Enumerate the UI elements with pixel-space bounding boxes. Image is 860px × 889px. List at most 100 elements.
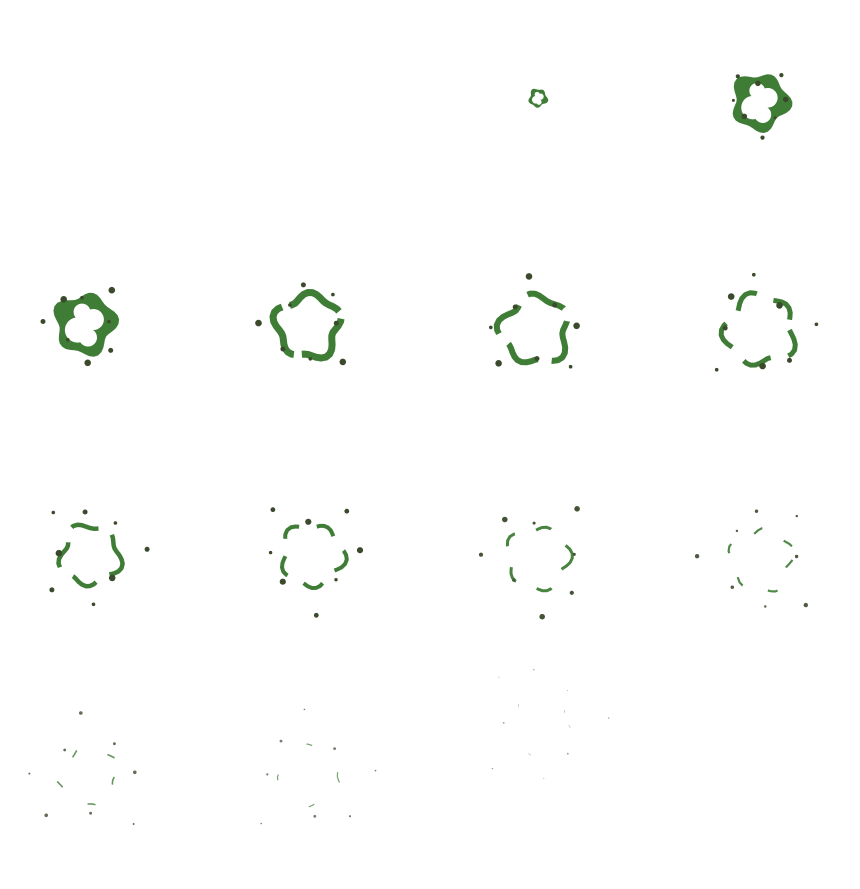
frame bbox=[528, 88, 549, 108]
debris bbox=[512, 304, 518, 310]
debris bbox=[776, 302, 783, 309]
smoke-ring bbox=[727, 526, 796, 593]
debris bbox=[754, 509, 759, 513]
debris bbox=[280, 346, 286, 352]
debris bbox=[133, 770, 137, 775]
debris bbox=[512, 578, 516, 582]
smoke-ring bbox=[52, 743, 120, 807]
debris bbox=[113, 742, 116, 746]
debris bbox=[730, 585, 734, 589]
debris bbox=[108, 574, 116, 582]
debris bbox=[573, 322, 580, 330]
smoke-hole bbox=[79, 328, 97, 347]
smoke-ring bbox=[280, 523, 349, 590]
debris bbox=[491, 767, 494, 770]
debris bbox=[108, 286, 116, 294]
debris bbox=[344, 508, 350, 514]
smoke-ring bbox=[276, 743, 343, 809]
smoke-hole bbox=[754, 106, 772, 123]
smoke-ring bbox=[506, 693, 574, 758]
debris bbox=[566, 752, 569, 755]
debris bbox=[574, 506, 580, 512]
debris bbox=[735, 529, 739, 533]
smoke-ring bbox=[505, 525, 574, 593]
debris bbox=[495, 360, 502, 367]
debris bbox=[803, 602, 808, 608]
debris bbox=[60, 296, 67, 303]
debris bbox=[569, 590, 574, 595]
debris bbox=[288, 303, 292, 307]
frame bbox=[478, 506, 580, 620]
debris bbox=[694, 554, 700, 559]
frame bbox=[491, 669, 610, 779]
debris bbox=[478, 552, 484, 557]
debris bbox=[79, 711, 83, 715]
debris bbox=[279, 739, 283, 743]
debris bbox=[534, 356, 540, 362]
debris bbox=[794, 554, 799, 559]
debris bbox=[731, 98, 735, 102]
debris bbox=[348, 815, 352, 818]
frame bbox=[255, 282, 347, 366]
debris bbox=[489, 325, 493, 330]
debris bbox=[144, 546, 150, 552]
debris bbox=[566, 690, 568, 692]
debris bbox=[502, 722, 505, 724]
frame bbox=[40, 286, 120, 367]
debris bbox=[300, 282, 306, 288]
debris bbox=[814, 322, 819, 327]
debris bbox=[755, 80, 761, 87]
debris bbox=[608, 717, 610, 719]
debris bbox=[303, 708, 306, 711]
debris bbox=[759, 362, 766, 370]
debris bbox=[270, 507, 276, 513]
debris bbox=[782, 96, 789, 103]
debris bbox=[773, 116, 777, 120]
frame bbox=[731, 73, 793, 140]
debris bbox=[89, 811, 92, 815]
debris bbox=[543, 778, 545, 779]
debris bbox=[333, 320, 339, 326]
debris bbox=[722, 325, 728, 331]
debris bbox=[333, 747, 336, 750]
smoke-hole bbox=[73, 303, 91, 321]
debris bbox=[28, 772, 31, 775]
frame bbox=[49, 509, 150, 607]
debris bbox=[313, 612, 319, 618]
debris bbox=[498, 676, 500, 678]
frame bbox=[260, 708, 377, 825]
debris bbox=[795, 514, 798, 518]
smoke-hole bbox=[536, 99, 542, 105]
debris bbox=[787, 357, 792, 363]
frame bbox=[268, 507, 364, 618]
debris bbox=[502, 516, 508, 523]
smoke-ring bbox=[493, 290, 571, 366]
debris bbox=[533, 669, 535, 671]
frame bbox=[714, 272, 819, 372]
debris bbox=[764, 605, 767, 608]
frame bbox=[694, 509, 808, 608]
debris bbox=[91, 602, 96, 607]
debris bbox=[279, 578, 286, 585]
debris bbox=[266, 773, 269, 776]
debris bbox=[752, 272, 756, 277]
debris bbox=[552, 302, 558, 308]
debris bbox=[108, 347, 114, 353]
debris bbox=[63, 748, 67, 752]
debris bbox=[714, 367, 719, 372]
debris bbox=[334, 578, 338, 582]
debris bbox=[268, 550, 273, 555]
debris bbox=[55, 549, 63, 557]
smoke-ring bbox=[269, 289, 345, 362]
smoke-ring bbox=[718, 290, 798, 368]
debris bbox=[49, 587, 55, 593]
debris bbox=[255, 319, 262, 327]
debris bbox=[305, 518, 312, 525]
frame bbox=[489, 273, 580, 369]
debris bbox=[727, 293, 735, 300]
debris bbox=[80, 295, 84, 300]
debris bbox=[779, 73, 784, 78]
debris bbox=[525, 273, 533, 280]
debris bbox=[113, 521, 118, 525]
debris bbox=[313, 814, 317, 818]
